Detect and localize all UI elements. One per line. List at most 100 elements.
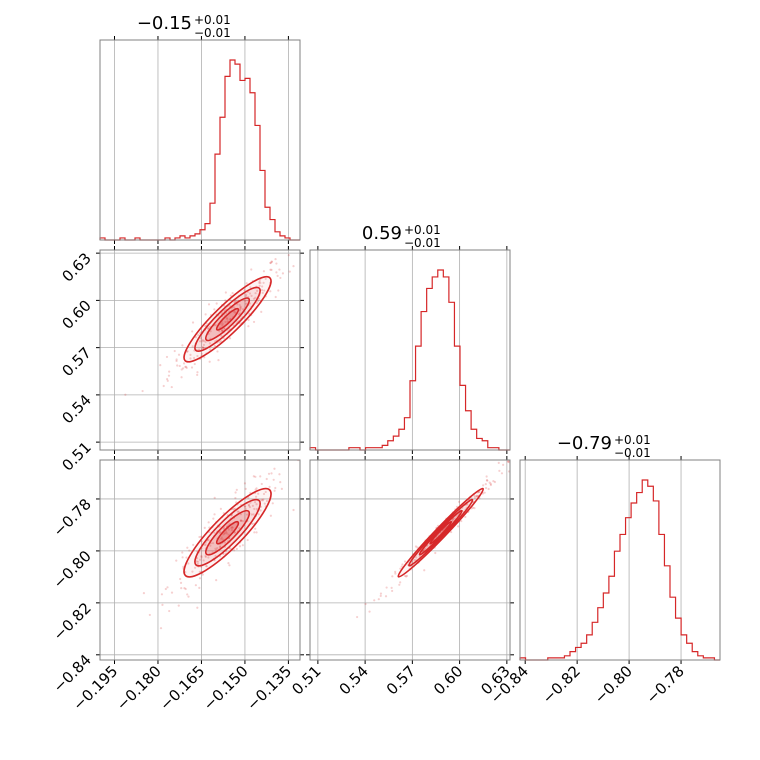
sample-point <box>204 555 207 559</box>
sample-point <box>281 272 285 275</box>
sample-point <box>279 276 282 280</box>
sample-point <box>204 565 208 568</box>
sample-point <box>247 318 250 322</box>
title-minus-error: −0.01 <box>404 236 441 250</box>
sample-point <box>244 302 248 305</box>
sample-point <box>368 610 371 613</box>
sample-point <box>244 505 247 508</box>
sample-point <box>270 472 273 475</box>
sample-point <box>204 554 207 557</box>
sample-point <box>187 562 190 565</box>
sample-point <box>165 355 169 359</box>
sample-point <box>207 327 210 331</box>
sample-point <box>239 519 242 522</box>
sample-point <box>238 303 241 307</box>
sample-point <box>211 542 215 545</box>
sample-point <box>246 513 249 516</box>
y-tick-label: 0.54 <box>58 391 94 427</box>
sample-point <box>200 554 203 558</box>
sample-point <box>219 530 222 534</box>
sample-point <box>273 467 276 470</box>
x-tick-label: 0.51 <box>288 662 324 698</box>
panel-border <box>99 39 301 241</box>
sample-point <box>237 313 241 316</box>
sample-point <box>222 533 225 536</box>
sample-point <box>233 549 236 552</box>
sample-point <box>475 495 478 498</box>
sample-point <box>166 586 169 589</box>
sample-point <box>175 359 178 363</box>
sample-point <box>159 627 163 630</box>
sample-point <box>214 324 218 327</box>
panel-border <box>99 249 301 451</box>
sample-point <box>238 312 241 315</box>
title-minus-error: −0.01 <box>194 26 231 40</box>
sample-point <box>287 254 290 257</box>
sample-point <box>434 551 437 555</box>
sample-point <box>275 271 278 274</box>
sample-point <box>424 547 427 550</box>
sample-point <box>267 472 271 475</box>
sample-point <box>220 536 223 539</box>
sample-point <box>241 544 244 547</box>
sample-point <box>258 284 261 287</box>
sample-point <box>279 481 282 484</box>
contour-level <box>194 498 261 567</box>
sample-point <box>251 522 254 526</box>
sample-point <box>148 613 151 617</box>
sample-point <box>466 503 469 506</box>
sample-point <box>227 562 230 565</box>
contour-level <box>408 498 474 567</box>
sample-point <box>243 289 246 292</box>
sample-point <box>216 350 219 353</box>
sample-point <box>191 321 195 324</box>
sample-point <box>240 519 243 522</box>
sample-point <box>220 334 223 337</box>
x-tick-label: 0.57 <box>383 662 419 698</box>
sample-point <box>196 373 199 376</box>
sample-point <box>399 567 402 570</box>
sample-point <box>202 343 206 347</box>
sample-point <box>259 475 262 478</box>
sample-point <box>213 513 216 516</box>
sample-point <box>270 260 273 263</box>
sample-point <box>216 546 219 550</box>
sample-point <box>255 531 258 534</box>
sample-point <box>196 371 199 374</box>
sample-point <box>292 508 295 512</box>
sample-point <box>187 595 190 598</box>
sample-point <box>200 556 203 559</box>
sample-point <box>280 487 283 490</box>
sample-point <box>258 281 261 284</box>
sample-point <box>506 460 510 463</box>
sample-point <box>256 299 260 302</box>
sample-point <box>497 461 500 465</box>
sample-point <box>183 587 186 590</box>
sample-point <box>224 320 227 324</box>
sample-point <box>218 531 221 534</box>
scatter-panel-3 <box>306 456 514 664</box>
sample-point <box>473 496 476 499</box>
sample-point <box>487 487 490 491</box>
title-plus-error: +0.01 <box>194 13 231 27</box>
sample-point <box>253 531 256 534</box>
sample-point <box>221 329 224 332</box>
sample-point <box>475 494 478 498</box>
sample-point <box>168 609 171 613</box>
sample-point <box>196 560 200 563</box>
sample-point <box>223 309 226 312</box>
sample-point <box>250 294 253 297</box>
contour-level <box>429 520 453 545</box>
sample-point <box>196 606 199 609</box>
sample-point <box>460 519 463 523</box>
histogram-step-line <box>309 269 510 451</box>
sample-point <box>160 593 164 596</box>
sample-point <box>464 515 467 519</box>
sample-point <box>269 514 272 517</box>
sample-point <box>239 519 243 522</box>
sample-point <box>196 354 199 358</box>
sample-point <box>400 565 403 568</box>
sample-point <box>191 345 194 348</box>
sample-point <box>247 503 250 506</box>
sample-point <box>184 365 187 368</box>
